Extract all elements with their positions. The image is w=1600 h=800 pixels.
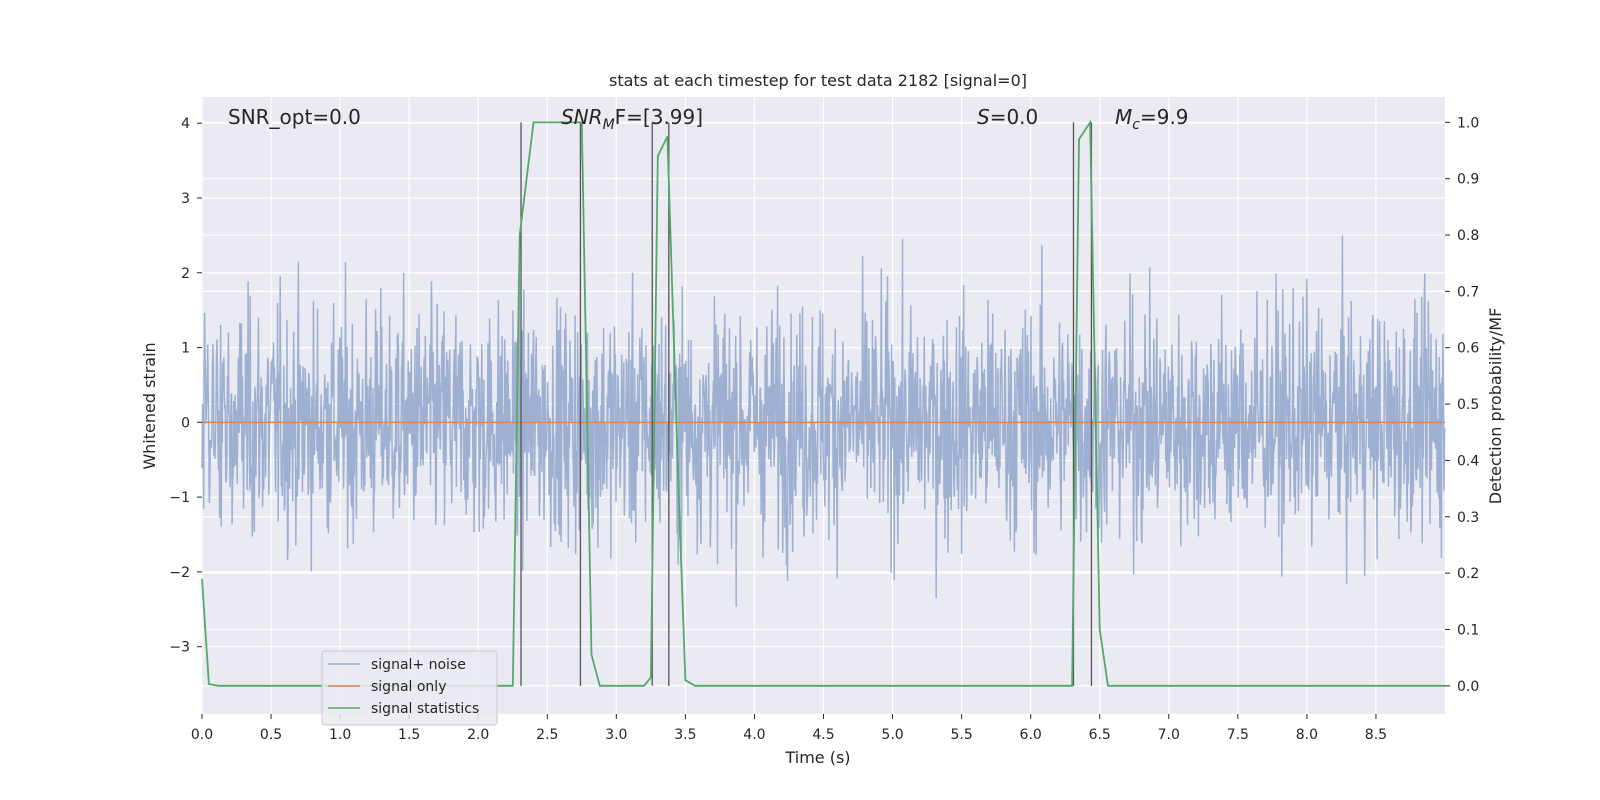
annotation-mc: Mc=9.9 [1115,105,1189,133]
x-tick-label: 3.5 [674,727,696,743]
legend-label-signal-only: signal only [371,679,446,695]
signal-statistics-line [201,119,1445,687]
x-tick-label: 0.0 [191,727,213,743]
x-tick-label: 8.0 [1296,727,1318,743]
x-tick-label: 2.0 [467,727,489,743]
x-tick-label: 1.5 [398,727,420,743]
annotation-snr-opt: SNR_opt=0.0 [228,105,361,129]
x-tick-label: 5.5 [950,727,972,743]
chart-title: stats at each timestep for test data 218… [609,71,1027,90]
y-right-tick-label: 1.0 [1457,115,1479,131]
y-tick-label: 1 [181,341,190,357]
annotation-snr-mf: SNRMF=[3.99] [561,105,703,133]
x-tick-label: 1.0 [329,727,351,743]
y-tick-label: −1 [169,490,190,506]
y-tick-label: 0 [181,415,190,431]
x-tick-label: 2.5 [536,727,558,743]
y-right-tick-label: 0.2 [1457,566,1479,582]
y-right-tick-label: 0.5 [1457,397,1479,413]
y-right-tick-label: 0.8 [1457,228,1479,244]
x-ticks: 0.0 0.5 1.0 1.5 2.0 2.5 3.0 3.5 4.0 4.5 5.0 5.5 6.0 6… [191,714,1387,743]
x-tick-label: 0.5 [260,727,282,743]
y-tick-label: −2 [169,565,190,581]
x-tick-label: 4.0 [743,727,765,743]
legend-box [321,650,498,726]
legend-label-signal-statistics: signal statistics [371,701,479,717]
y-right-tick-label: 0.9 [1457,172,1479,188]
x-tick-label: 5.0 [881,727,903,743]
x-tick-label: 3.0 [605,727,627,743]
y-tick-label: −3 [169,640,190,656]
y-tick-label: 4 [181,116,190,132]
y-tick-label: 3 [181,191,190,207]
x-tick-label: 7.5 [1227,727,1249,743]
y-tick-label: 2 [181,266,190,282]
x-tick-label: 8.5 [1365,727,1387,743]
y-right-tick-label: 0.0 [1457,679,1479,695]
signal-noise-line [201,235,1446,607]
series-signal-noise [201,235,1446,607]
x-tick-label: 7.0 [1158,727,1180,743]
series-signal-statistics [201,119,1445,687]
y-right-tick-label: 0.1 [1457,622,1479,638]
y-axis-label: Whitened strain [140,342,159,469]
y-ticks-right: 0.0 0.1 0.2 0.3 0.4 0.5 0.6 0.7 0.8 0.9 1.0 [1445,115,1479,695]
legend: signal+ noise signal only signal statist… [321,650,498,726]
annotation-s: S=0.0 [977,105,1038,129]
x-axis-label: Time (s) [784,748,850,767]
y-right-tick-label: 0.3 [1457,510,1479,526]
y-axis-label-right: Detection probability/MF [1486,308,1505,505]
x-tick-label: 6.5 [1089,727,1111,743]
x-tick-label: 6.0 [1020,727,1042,743]
x-tick-label: 4.5 [812,727,834,743]
y-right-tick-label: 0.7 [1457,284,1479,300]
y-right-tick-label: 0.4 [1457,453,1479,469]
y-right-tick-label: 0.6 [1457,341,1479,357]
y-ticks-left: −3 −2 −1 0 1 2 3 4 [169,116,202,656]
legend-label-signal-noise: signal+ noise [371,657,466,673]
